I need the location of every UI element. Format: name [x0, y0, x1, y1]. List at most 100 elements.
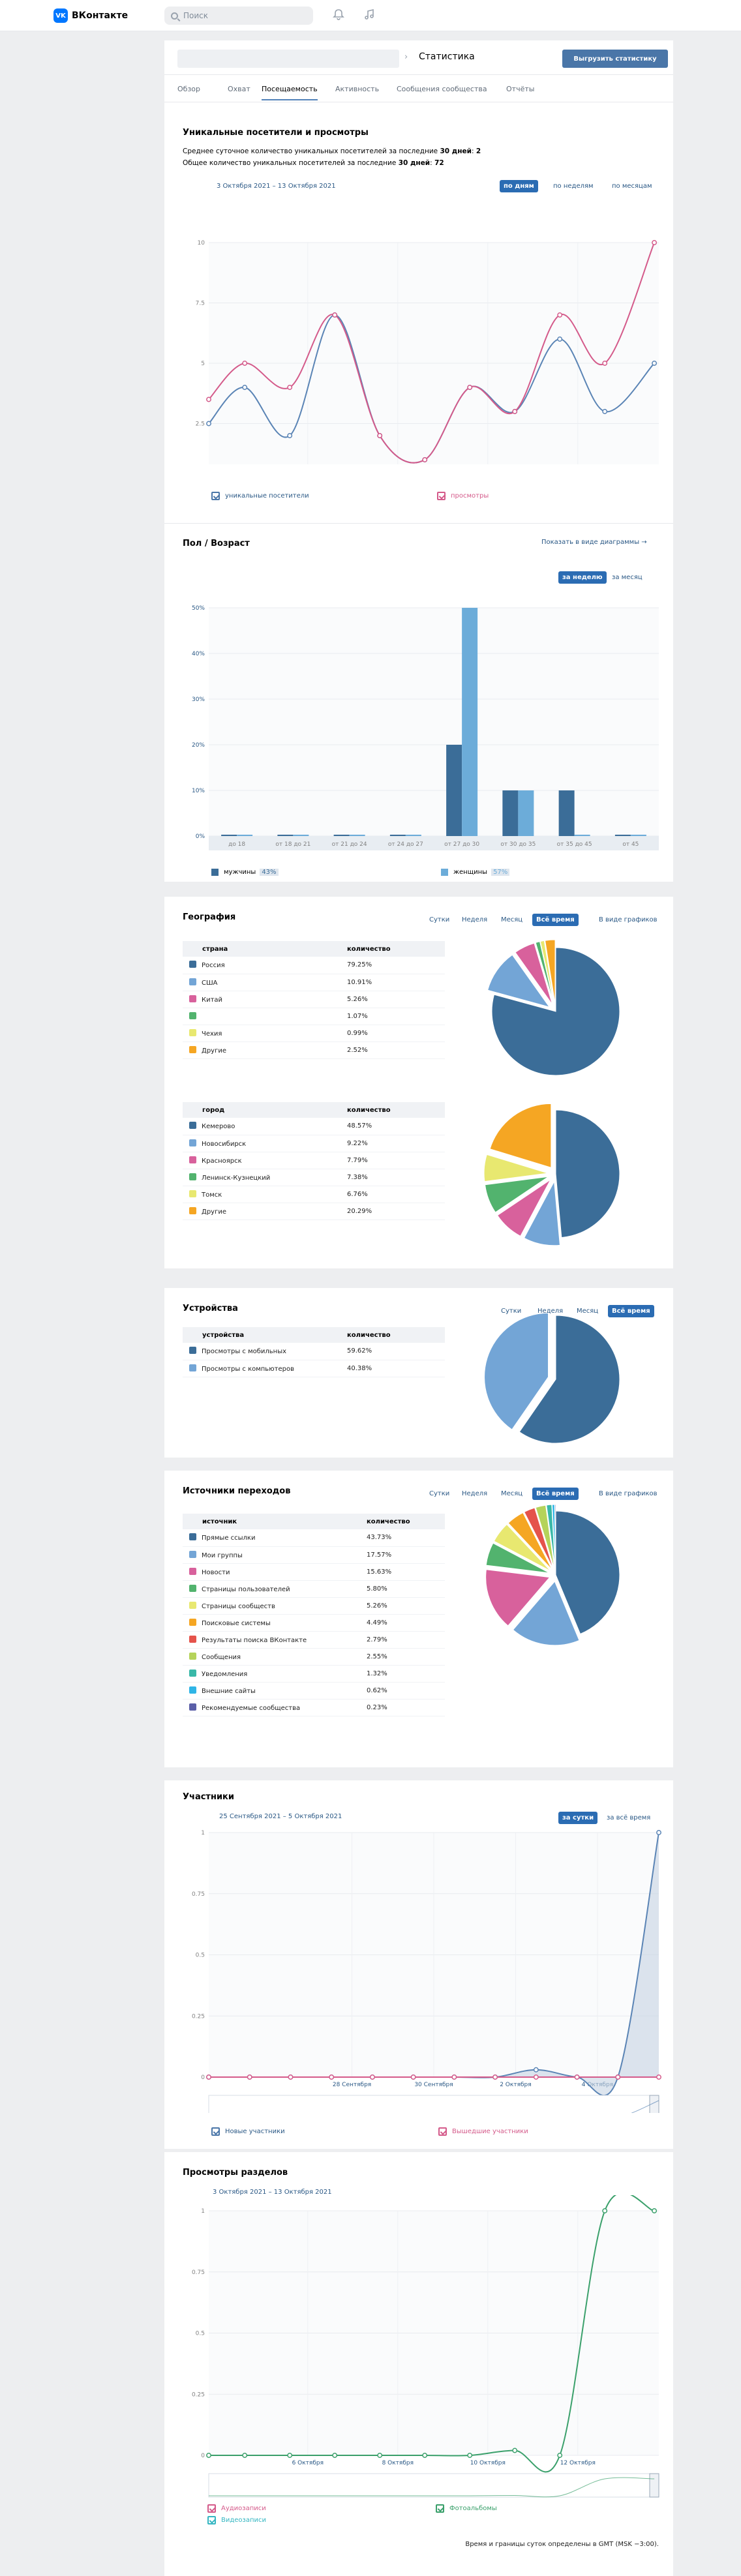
pie-slice[interactable] [489, 1103, 552, 1169]
vk-logo[interactable]: VK ВКонтакте [53, 8, 128, 23]
pie-slice[interactable] [491, 947, 620, 1076]
legend-photo-albums[interactable]: Фотоальбомы [436, 2504, 497, 2513]
data-point[interactable] [288, 2074, 294, 2080]
data-point[interactable] [557, 2453, 563, 2458]
checkbox-icon[interactable] [438, 2127, 447, 2136]
members-date-range[interactable]: 25 Сентября 2021 – 5 Октября 2021 [219, 1813, 342, 1820]
data-point[interactable] [574, 2074, 580, 2080]
data-point[interactable] [242, 2453, 248, 2458]
data-point[interactable] [533, 2067, 539, 2073]
checkbox-icon[interactable] [211, 2127, 220, 2136]
data-point[interactable] [512, 2448, 518, 2453]
navigator-handle[interactable] [649, 2095, 659, 2113]
checkbox-icon[interactable] [436, 2504, 444, 2513]
tab-all-time[interactable]: Всё время [532, 1488, 579, 1500]
pie-slice[interactable] [483, 1154, 549, 1182]
legend-left-members[interactable]: Вышедшие участники [438, 2127, 528, 2136]
bar[interactable] [293, 834, 309, 836]
bell-icon[interactable] [331, 8, 346, 23]
data-point[interactable] [422, 2453, 428, 2458]
data-point[interactable] [287, 2453, 293, 2458]
bar[interactable] [574, 834, 590, 836]
bar[interactable] [502, 790, 519, 836]
data-point[interactable] [247, 2074, 252, 2080]
legend-women[interactable]: женщины 57% [441, 869, 510, 876]
pie-slice[interactable] [484, 1312, 549, 1430]
data-point[interactable] [451, 2074, 457, 2080]
tab-reports[interactable]: Отчёты [506, 85, 535, 93]
bar[interactable] [446, 745, 462, 836]
legend-unique-visitors[interactable]: уникальные посетители [211, 492, 309, 500]
tab-all-time[interactable]: Всё время [608, 1305, 654, 1317]
pie-slice[interactable] [524, 1507, 554, 1569]
bar[interactable] [349, 834, 365, 836]
pie-slice[interactable] [519, 1315, 620, 1444]
range-navigator[interactable] [208, 2473, 659, 2498]
data-point[interactable] [332, 2453, 338, 2458]
data-point[interactable] [467, 385, 473, 390]
pie-slice[interactable] [539, 940, 555, 1004]
tab-day[interactable]: Сутки [429, 916, 450, 923]
tab-week[interactable]: за неделю [558, 571, 607, 584]
data-point[interactable] [377, 2453, 383, 2458]
tab-month[interactable]: за месяц [612, 574, 643, 581]
show-diagram-link[interactable]: Показать в виде диаграммы → [541, 539, 647, 546]
pie-slice[interactable] [554, 1504, 556, 1569]
bar[interactable] [630, 834, 646, 836]
pie-slice[interactable] [507, 1512, 552, 1570]
navigator-handle[interactable] [649, 2473, 659, 2498]
tab-activity[interactable]: Активность [335, 85, 380, 93]
checkbox-icon[interactable] [207, 2516, 216, 2524]
legend-men[interactable]: мужчины 43% [211, 869, 279, 876]
search-input[interactable]: Поиск [164, 7, 313, 25]
data-point[interactable] [467, 2453, 473, 2458]
checkbox-icon[interactable] [437, 492, 446, 500]
checkbox-icon[interactable] [207, 2504, 216, 2513]
tab-day[interactable]: за сутки [558, 1812, 598, 1824]
data-point[interactable] [656, 1830, 661, 1835]
bar[interactable] [518, 790, 534, 836]
tab-week[interactable]: Неделя [462, 1490, 488, 1497]
data-point[interactable] [533, 2074, 539, 2080]
data-point[interactable] [602, 409, 608, 414]
tab-day[interactable]: Сутки [501, 1308, 522, 1315]
tab-week[interactable]: Неделя [537, 1308, 564, 1315]
tab-month[interactable]: Месяц [501, 916, 523, 923]
data-point[interactable] [329, 2074, 335, 2080]
data-point[interactable] [377, 433, 383, 438]
tab-as-graphs[interactable]: В виде графиков [599, 1490, 658, 1497]
legend-new-members[interactable]: Новые участники [211, 2127, 285, 2136]
pie-slice[interactable] [535, 1505, 555, 1569]
tab-day[interactable]: Сутки [429, 1490, 450, 1497]
data-point[interactable] [652, 240, 658, 245]
data-point[interactable] [206, 421, 211, 427]
pie-slice[interactable] [485, 1176, 549, 1213]
pie-slice[interactable] [496, 1179, 551, 1237]
pie-slice[interactable] [485, 1542, 550, 1574]
pie-slice[interactable] [523, 1180, 560, 1246]
legend-video[interactable]: Видеозаписи [207, 2516, 266, 2524]
data-point[interactable] [369, 2074, 375, 2080]
legend-audio[interactable]: Аудиозаписи [207, 2504, 266, 2513]
bar[interactable] [237, 834, 253, 836]
data-point[interactable] [422, 457, 428, 462]
range-navigator[interactable] [208, 2095, 659, 2113]
tab-community-messages[interactable]: Сообщения сообщества [397, 85, 487, 93]
data-point[interactable] [206, 2453, 211, 2458]
checkbox-icon[interactable] [211, 492, 220, 500]
period-tab-weeks[interactable]: по неделям [553, 183, 594, 190]
data-point[interactable] [492, 2074, 498, 2080]
bar[interactable] [333, 834, 350, 836]
data-point[interactable] [242, 385, 248, 390]
tab-all-time[interactable]: за всё время [607, 1814, 651, 1821]
period-tab-days[interactable]: по дням [500, 180, 538, 192]
tab-week[interactable]: Неделя [462, 916, 488, 923]
data-point[interactable] [287, 385, 293, 390]
pie-slice[interactable] [512, 1580, 580, 1646]
data-point[interactable] [602, 361, 608, 366]
tab-as-graphs[interactable]: В виде графиков [599, 916, 658, 923]
bar[interactable] [277, 834, 294, 836]
data-point[interactable] [652, 361, 658, 366]
export-button[interactable]: Выгрузить статистику [562, 50, 668, 68]
data-point[interactable] [206, 397, 211, 402]
